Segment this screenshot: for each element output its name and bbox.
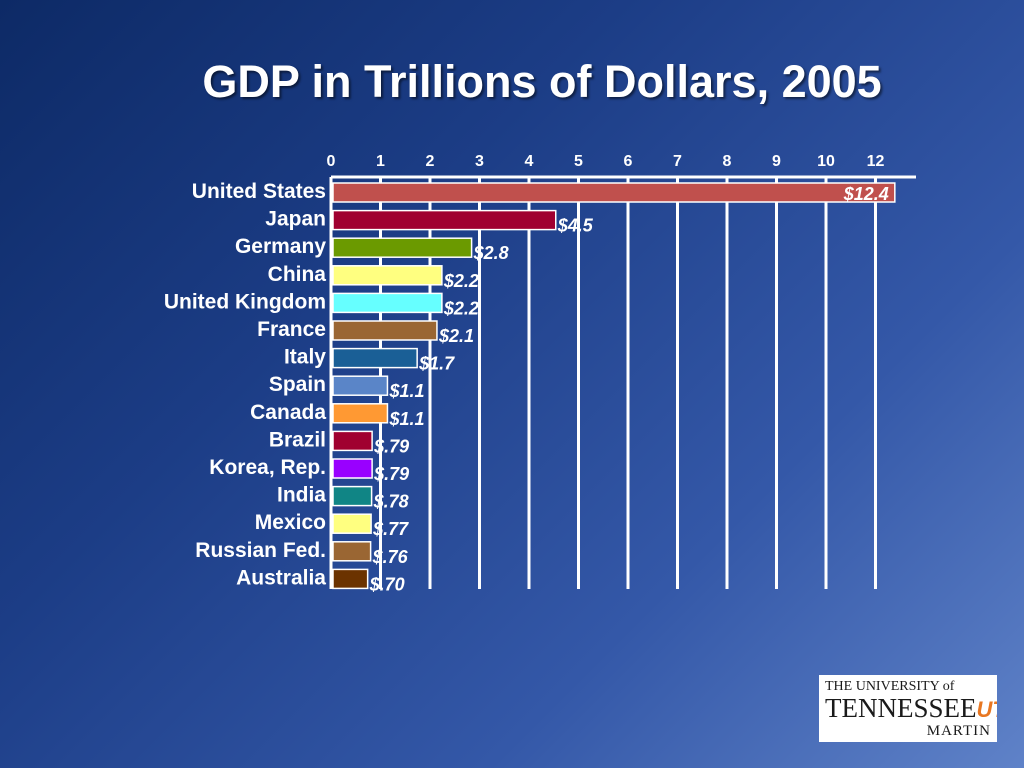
- data-label: $.70: [369, 574, 405, 594]
- bar: [332, 265, 443, 286]
- x-tick-label: 1: [376, 153, 385, 170]
- category-label: Australia: [236, 566, 326, 589]
- category-label: France: [257, 318, 326, 341]
- bar: [332, 430, 373, 452]
- bar: [332, 182, 896, 203]
- ut-mark-icon: UT: [976, 697, 998, 722]
- data-label: $.78: [373, 492, 409, 512]
- category-label: United States: [192, 180, 326, 203]
- data-label: $2.2: [443, 271, 479, 291]
- x-tick-label: 6: [624, 153, 633, 170]
- data-label: $4.5: [557, 216, 594, 236]
- x-tick-label: 0: [327, 153, 336, 170]
- bar: [332, 375, 389, 396]
- x-tick-label: 3: [475, 153, 484, 170]
- data-label: $1.7: [418, 354, 455, 374]
- x-tick-label: 8: [723, 153, 732, 170]
- x-tick-label: 10: [817, 153, 835, 170]
- x-tick-label: 4: [525, 153, 534, 170]
- x-tick-label: 12: [867, 153, 885, 170]
- category-label: Mexico: [255, 511, 326, 534]
- bar: [332, 403, 389, 424]
- category-label: Korea, Rep.: [209, 456, 326, 479]
- data-label: $1.1: [388, 381, 424, 401]
- bar: [332, 209, 557, 231]
- bar: [332, 513, 372, 534]
- bar: [332, 347, 418, 369]
- category-label: Brazil: [269, 428, 326, 451]
- bar: [332, 237, 473, 258]
- value-labels: $12.4 $4.5 $2.8 $2.2 $2.2 $2.1 $1.7 $1.1 $1.1 $.7…: [369, 184, 889, 594]
- bar: [332, 485, 373, 507]
- logo-wordmark: TENNESSEE: [825, 693, 977, 723]
- category-label: China: [268, 263, 327, 286]
- x-tick-label: 5: [574, 153, 583, 170]
- logo-line1: THE UNIVERSITY of: [825, 679, 955, 694]
- category-label: Canada: [250, 401, 326, 424]
- category-label: Japan: [265, 208, 326, 231]
- data-label: $.77: [372, 519, 409, 539]
- category-label: Germany: [235, 235, 326, 258]
- x-tick-label: 2: [426, 153, 435, 170]
- bars: [332, 182, 896, 590]
- bar: [332, 320, 438, 341]
- x-axis-ticks: 0 1 2 3 4 5 6 7 8 9 10 12: [327, 153, 885, 170]
- logo-line2: TENNESSEEUT: [825, 693, 997, 723]
- data-label: $.76: [372, 547, 409, 567]
- data-label: $12.4: [843, 184, 889, 204]
- bar: [332, 541, 372, 562]
- logo-line3: MARTIN: [926, 723, 991, 739]
- data-label: $.79: [373, 436, 409, 456]
- data-label: $1.1: [388, 409, 424, 429]
- category-labels: United States Japan Germany China United Kin…: [164, 180, 326, 589]
- university-logo: THE UNIVERSITY of TENNESSEEUT MARTIN: [819, 675, 997, 742]
- bar: [332, 458, 373, 479]
- x-tick-label: 7: [673, 153, 682, 170]
- data-label: $.79: [373, 464, 409, 484]
- slide-title: GDP in Trillions of Dollars, 2005: [202, 56, 882, 107]
- category-label: Russian Fed.: [195, 539, 326, 562]
- data-label: $2.8: [473, 243, 509, 263]
- data-label: $2.2: [443, 298, 479, 318]
- category-label: United Kingdom: [164, 290, 326, 313]
- bar: [332, 568, 369, 590]
- bar: [332, 292, 443, 314]
- data-label: $2.1: [438, 326, 474, 346]
- category-label: India: [277, 484, 326, 507]
- category-label: Spain: [269, 373, 326, 396]
- x-tick-label: 9: [772, 153, 781, 170]
- category-label: Italy: [284, 346, 326, 369]
